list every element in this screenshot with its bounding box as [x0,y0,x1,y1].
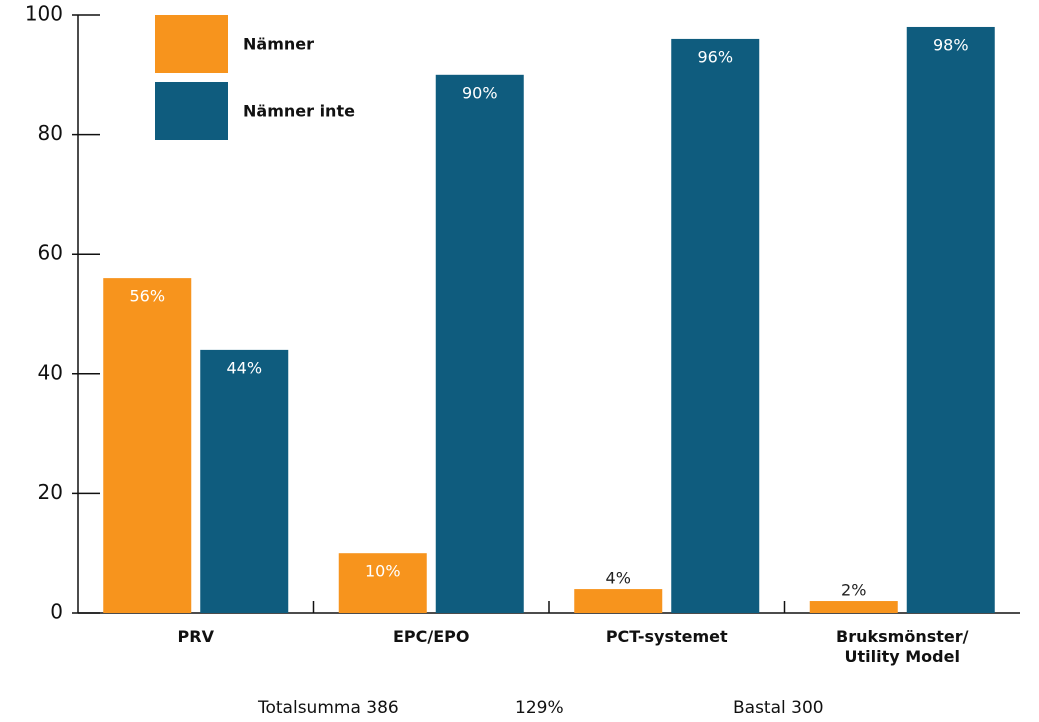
bar [200,349,289,613]
y-tick-label: 80 [38,121,63,145]
x-tick-label: EPC/EPO [393,627,470,646]
x-tick-label: Bruksmönster/ Utility Model [836,627,969,666]
bar [574,589,663,613]
footer-note: Bastal 300 [733,698,824,718]
bar [809,601,898,613]
bar [435,74,524,614]
value-label: 56% [129,287,165,306]
value-label: 10% [365,562,401,581]
bar [103,278,192,613]
legend-label: Nämner inte [243,102,355,121]
bar [906,26,995,613]
y-tick-label: 100 [25,2,63,26]
y-tick-label: 20 [38,480,63,504]
value-label: 96% [697,47,733,66]
legend-label: Nämner [243,35,314,54]
value-label: 44% [226,358,262,377]
footer-note: 129% [515,698,564,718]
legend-swatch [155,82,228,140]
value-label: 90% [462,83,498,102]
value-label: 98% [933,35,969,54]
y-tick-label: 40 [38,360,63,384]
x-tick-label: PRV [177,627,214,646]
x-tick-label: PCT-systemet [605,627,728,646]
y-tick-label: 60 [38,241,63,265]
legend-swatch [155,15,228,73]
footer-note: Totalsumma 386 [258,698,399,718]
bar [671,38,760,614]
y-tick-label: 0 [50,600,63,624]
value-label: 2% [841,581,866,600]
bar [338,553,427,613]
value-label: 4% [606,569,631,588]
